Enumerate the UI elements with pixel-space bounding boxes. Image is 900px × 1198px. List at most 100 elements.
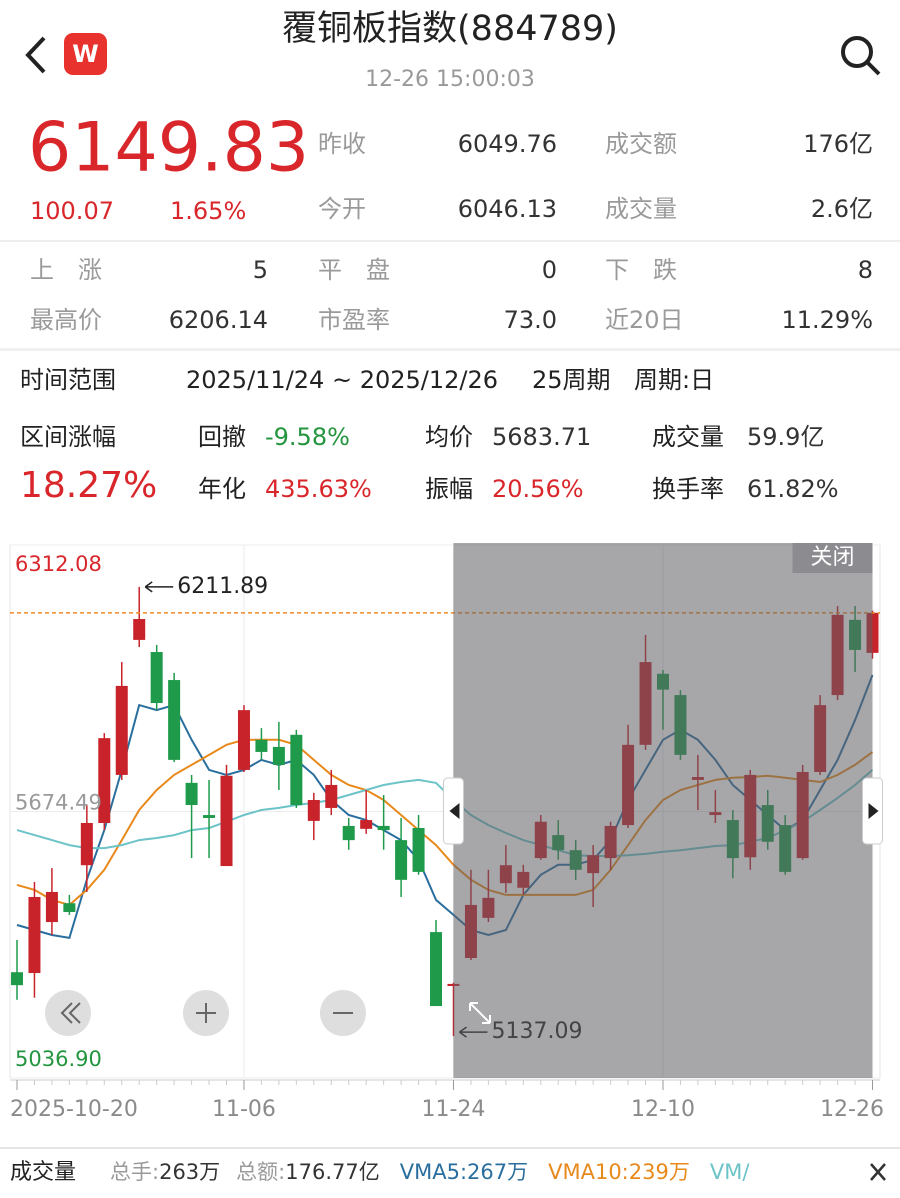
stat-value: 5683.71 (492, 423, 591, 451)
range-dates: 2025/11/24 ~ 2025/12/26 (186, 366, 498, 394)
candle-body (115, 685, 128, 775)
candle-body (80, 822, 93, 866)
field-label: 今开 (318, 195, 366, 223)
candle-body (325, 784, 338, 808)
stat-label: 均价 (425, 423, 473, 451)
stat-label: 振幅 (425, 475, 473, 503)
field-label: 下 跌 (605, 256, 677, 284)
candle-body (150, 652, 163, 704)
field-label: 近20日 (605, 306, 684, 334)
volume-items: 总手:263万 总额:176.77亿 VMA5:267万 VMA10:239万 VM/ (110, 1160, 750, 1184)
candle-body (203, 815, 216, 818)
candle-body (237, 710, 250, 770)
logo (64, 33, 107, 75)
candle-body (98, 738, 111, 823)
candle-body (11, 972, 23, 986)
field-label: 成交额 (605, 130, 677, 158)
candle-body (430, 932, 443, 1007)
candle-body (272, 746, 285, 765)
field-value: 5 (253, 256, 268, 284)
stat-label: 回撤 (198, 423, 246, 451)
divider (0, 348, 900, 351)
stat-value: 435.63% (265, 475, 372, 503)
item-value: 176.77亿 (285, 1160, 379, 1184)
stat-label: 年化 (198, 475, 246, 503)
field-value: 6046.13 (458, 195, 557, 223)
field-label: 昨收 (318, 130, 366, 158)
stat-value: -9.58% (265, 423, 350, 451)
price: 6149.83 (28, 109, 309, 188)
handle-arrow (868, 803, 879, 819)
zoom-icon (196, 1003, 216, 1023)
kline-chart[interactable]: 5036.905674.496312.086211.895137.09关闭202… (9, 543, 884, 1122)
candle-body (45, 891, 58, 923)
field-label: 最高价 (30, 306, 102, 334)
volume-bar: 成交量 总手:263万 总额:176.77亿 VMA5:267万 VMA10:239万 V… (10, 1160, 750, 1185)
time: 12-26 15:00:03 (365, 67, 535, 92)
selection-overlay (453, 543, 873, 1078)
field-label: 上 涨 (30, 256, 102, 284)
candle-body (255, 739, 268, 752)
candle-body (395, 840, 408, 880)
x-tick-label: 2025-10-20 (10, 1097, 138, 1122)
item-value: 263万 (159, 1160, 220, 1184)
zoom-button[interactable] (45, 990, 91, 1036)
y-tick-label: 6312.08 (15, 552, 102, 576)
x-tick-label: 11-06 (212, 1097, 276, 1122)
candle-body (307, 800, 320, 821)
y-tick-label: 5036.90 (15, 1047, 102, 1071)
item-label: 总手: (110, 1160, 159, 1184)
field-value: 176亿 (803, 130, 873, 158)
item-label: 总额: (236, 1160, 285, 1184)
candle-body (63, 903, 76, 913)
expand-icon[interactable] (469, 1002, 491, 1024)
field-value: 73.0 (504, 306, 557, 334)
field-value: 8 (858, 256, 873, 284)
candle-body (290, 734, 303, 806)
indicator: VMA5:267万 (400, 1160, 528, 1184)
candle-body (28, 896, 41, 974)
field-value: 6206.14 (169, 306, 268, 334)
logo-text: W (72, 40, 98, 68)
field-value: 6049.76 (458, 130, 557, 158)
stat-label: 换手率 (652, 475, 724, 503)
stat-value: 20.56% (492, 475, 584, 503)
annotation: 6211.89 (177, 574, 268, 599)
x-tick-label: 12-10 (631, 1097, 695, 1122)
x-tick-label: 11-24 (422, 1097, 486, 1122)
candle-body (220, 775, 233, 867)
close-volume[interactable] (870, 1163, 886, 1181)
y-tick-label: 5674.49 (15, 791, 102, 815)
candle-body (133, 619, 146, 640)
range-period: 周期:日 (634, 366, 714, 394)
zoom-icon (60, 1002, 81, 1024)
range-label: 时间范围 (20, 366, 116, 394)
handle-arrow (449, 803, 460, 819)
x-tick-label: 12-26 (820, 1097, 884, 1122)
gain: 18.27% (20, 465, 157, 506)
field-label: 成交量 (605, 195, 677, 223)
change-pct: 1.65% (170, 197, 246, 225)
close-button[interactable] (792, 543, 873, 573)
search-button[interactable] (841, 36, 881, 76)
title: 覆铜板指数(884789) (282, 9, 618, 49)
stat-value: 59.9亿 (747, 423, 824, 451)
candle-body (342, 825, 355, 841)
candle-body (168, 680, 181, 760)
field-label: 市盈率 (318, 306, 390, 334)
field-value: 2.6亿 (811, 195, 873, 223)
range-periods: 25周期 (532, 366, 611, 394)
volume-title: 成交量 (10, 1160, 76, 1185)
back-button[interactable] (25, 36, 46, 74)
stat-label: 成交量 (652, 423, 724, 451)
close-label: 关闭 (810, 545, 854, 570)
stat-value: 61.82% (747, 475, 839, 503)
annotation-arrow (144, 581, 174, 593)
candle-body (360, 820, 373, 829)
indicator: VM/ (710, 1160, 750, 1184)
field-value: 0 (542, 256, 557, 284)
candle-body (185, 782, 198, 806)
